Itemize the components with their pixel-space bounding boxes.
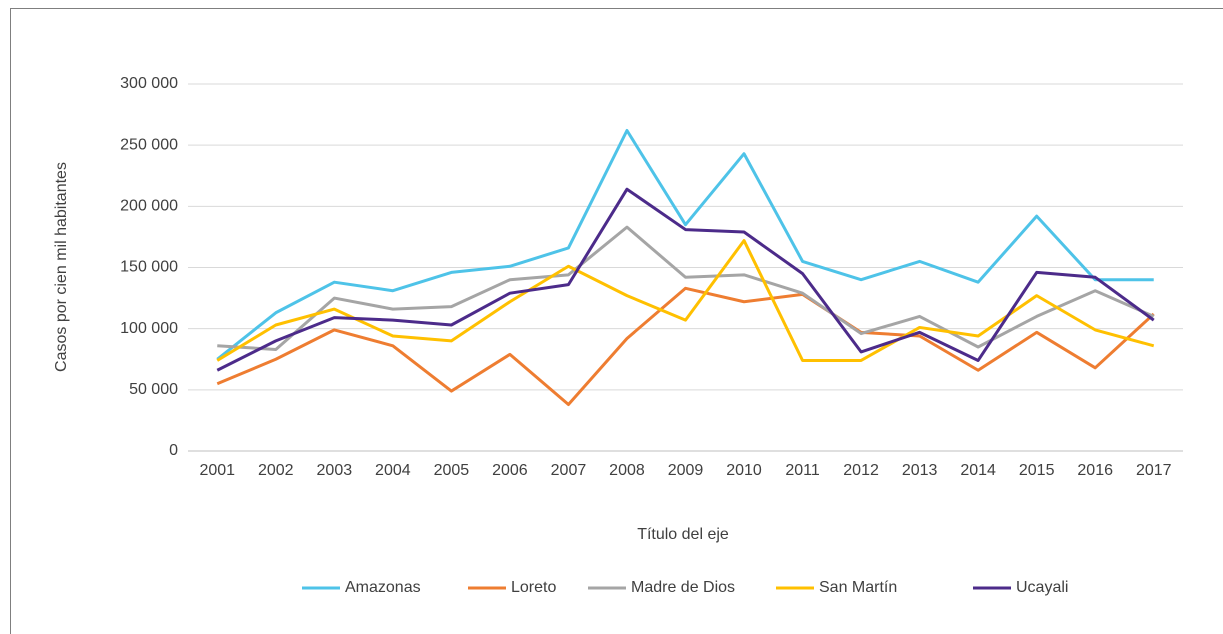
legend-label: Ucayali [1016, 579, 1068, 596]
x-tick-label: 2004 [375, 462, 411, 479]
legend-label: Loreto [511, 579, 556, 596]
x-tick-label: 2009 [668, 462, 704, 479]
legend-label: Amazonas [345, 579, 421, 596]
x-tick-label: 2011 [785, 462, 820, 479]
x-tick-label: 2001 [199, 462, 235, 479]
x-tick-label: 2014 [960, 462, 996, 479]
y-tick-label: 300 000 [120, 75, 178, 92]
y-tick-label: 250 000 [120, 136, 178, 153]
x-tick-label: 2005 [434, 462, 470, 479]
series-line [216, 128, 1154, 361]
legend-label: Madre de Dios [631, 579, 735, 596]
y-tick-label: 200 000 [120, 198, 178, 215]
series-line [216, 239, 1155, 362]
chart-border [10, 8, 1223, 634]
x-tick-label: 2015 [1019, 462, 1055, 479]
y-axis-title: Casos por cien mil habitantes [53, 162, 70, 372]
x-tick-label: 2003 [317, 462, 353, 479]
legend-label: San Martín [819, 579, 897, 596]
x-tick-label: 2012 [843, 462, 879, 479]
series-line [217, 225, 1155, 351]
y-tick-label: 100 000 [120, 320, 178, 337]
series-line [216, 187, 1155, 372]
x-tick-label: 2013 [902, 462, 938, 479]
x-tick-label: 2007 [551, 462, 587, 479]
x-tick-label: 2008 [609, 462, 645, 479]
x-tick-label: 2010 [726, 462, 762, 479]
x-tick-label: 2002 [258, 462, 294, 479]
x-tick-label: 2006 [492, 462, 528, 479]
y-tick-label: 50 000 [129, 381, 178, 398]
y-tick-label: 0 [169, 442, 178, 459]
x-axis-title: Título del eje [637, 526, 729, 543]
series-line [216, 286, 1155, 407]
x-tick-label: 2017 [1136, 462, 1172, 479]
y-tick-label: 150 000 [120, 259, 178, 276]
x-tick-label: 2016 [1077, 462, 1113, 479]
